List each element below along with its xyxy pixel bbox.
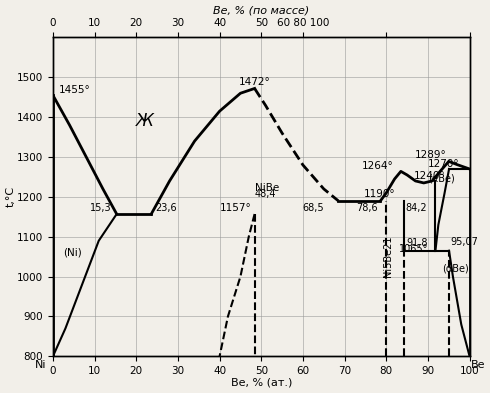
Text: Ni: Ni [35, 360, 46, 370]
Text: 1270°: 1270° [428, 159, 459, 169]
Text: Ni5Be21: Ni5Be21 [383, 236, 393, 277]
X-axis label: Be, % (по массе): Be, % (по массе) [213, 6, 309, 16]
Text: 68,5: 68,5 [302, 203, 324, 213]
Text: 1289°: 1289° [415, 150, 447, 160]
Text: 78,6: 78,6 [356, 203, 378, 213]
Text: 95,07: 95,07 [451, 237, 479, 246]
Text: 84,2: 84,2 [405, 203, 427, 213]
Text: Ж: Ж [136, 112, 153, 130]
Text: 15,3: 15,3 [90, 203, 111, 213]
Text: 1065°: 1065° [398, 244, 428, 254]
X-axis label: Be, % (ат.): Be, % (ат.) [231, 377, 292, 387]
Text: NiBe: NiBe [255, 183, 279, 193]
Text: 1455°: 1455° [59, 85, 91, 95]
Text: 1190°: 1190° [364, 189, 395, 199]
Text: 23,6: 23,6 [155, 203, 176, 213]
Text: 1240°: 1240° [414, 171, 445, 181]
Text: Be: Be [471, 360, 485, 370]
Text: 91,8: 91,8 [406, 238, 428, 248]
Text: (Ni): (Ni) [63, 248, 82, 258]
Text: 1472°: 1472° [239, 77, 271, 87]
Text: 1264°: 1264° [362, 161, 394, 171]
Text: (αBe): (αBe) [428, 174, 455, 184]
Y-axis label: t,°C: t,°C [5, 186, 16, 208]
Text: 1157°: 1157° [220, 203, 251, 213]
Text: 48,4: 48,4 [255, 189, 276, 199]
Text: (αBe): (αBe) [442, 264, 469, 274]
